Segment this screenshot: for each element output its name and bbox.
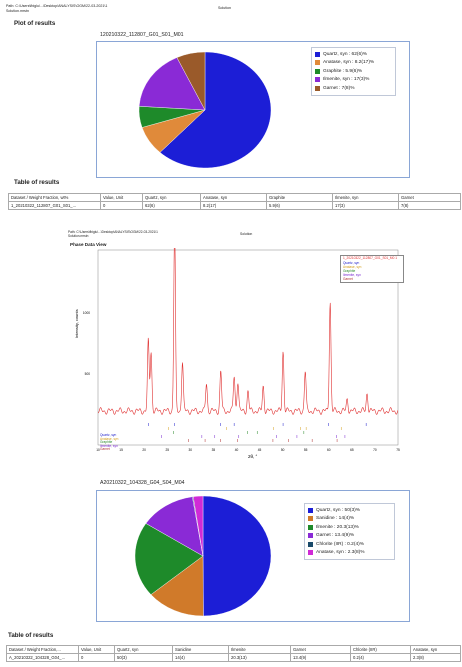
phase-row-label: Ilmenite, syn (100, 443, 118, 448)
section-title-table-2: Table of results (8, 632, 54, 639)
pie-slice (134, 523, 204, 595)
x-tick-label: 75 (396, 448, 400, 452)
phase-row-label: Quartz, syn (100, 433, 117, 437)
table-header-row: Dataset / Weight Fraction, wt% Value, Uni… (8, 193, 461, 202)
x-tick-label: 10 (96, 448, 100, 452)
x-tick-label: 20 (142, 448, 146, 452)
legend-swatch (308, 550, 313, 556)
pie-slice (138, 57, 206, 111)
legend-swatch (308, 507, 313, 513)
xrd-legend-item: Garnet (343, 276, 353, 281)
legend-item: Garnet : 13.4(9)% (308, 532, 394, 541)
legend-item: Ilmenite : 20.3(13)% (308, 523, 394, 532)
table-header-row: Dataset / Weight Fraction,... Value, Unit… (6, 645, 461, 654)
pie-slice (176, 51, 206, 111)
legend-item: Garnet : 7(8)% (315, 84, 395, 93)
legend-item: Ilmenite, syn : 17(3)% (315, 76, 395, 85)
xrd-legend-item: 1_20210322_112807_G01_S01_M0 1 (343, 256, 397, 260)
xrd-legend-item: Anatase, syn (343, 264, 362, 269)
phase-row-label: Graphite (100, 440, 113, 445)
legend-swatch (308, 533, 313, 539)
phase-row-labels: Quartz, syn Anatase, syn Graphite Ilmeni… (100, 433, 119, 452)
x-tick-label: 25 (165, 448, 169, 452)
x-tick-label: 55 (304, 448, 308, 452)
file-name-2: Solution.mrstn (68, 234, 89, 238)
phase-row-label: Anatase, syn (100, 436, 119, 441)
section-title-plot: Plot of results (14, 20, 56, 27)
x-tick-label: 60 (327, 448, 331, 452)
legend-swatch (315, 77, 320, 83)
legend-item: Chlorite (IIR) : 0.2(4)% (308, 540, 394, 549)
header-center-2: Solution (240, 232, 253, 236)
legend-swatch (315, 85, 320, 91)
legend-swatch (308, 516, 313, 522)
pie-chart-2 (134, 495, 272, 617)
legend-item: Graphite : 5.9(6)% (315, 67, 395, 76)
x-tick-label: 65 (350, 448, 354, 452)
xrd-legend: 1_20210322_112807_G01_S01_M0 1 Quartz, s… (340, 255, 404, 283)
pie-slice (159, 51, 272, 169)
x-tick-label: 40 (235, 448, 239, 452)
y-tick-label: 1000 (83, 311, 90, 315)
y-tick-label: 500 (85, 372, 91, 376)
legend-item: Quartz, syn : 50(3)% (308, 506, 394, 515)
x-tick-label: 15 (119, 448, 123, 452)
x-tick-label: 45 (258, 448, 262, 452)
legend-swatch (308, 524, 313, 530)
file-name: Solution.mrstn (6, 9, 29, 13)
x-tick-label: 70 (373, 448, 377, 452)
pie-slice (150, 555, 204, 617)
pie-legend-2: Quartz, syn : 50(3)% Sanidine : 14(4)% I… (304, 503, 395, 560)
phase-data-title: Phase Data View (70, 242, 107, 247)
x-tick-label: 35 (212, 448, 216, 452)
phase-row-label: Garnet (100, 447, 110, 452)
legend-swatch (315, 60, 320, 66)
legend-item: Anatase, syn : 2.3(8)% (308, 549, 394, 558)
pie-slice (192, 495, 204, 557)
header-center: Solution (218, 6, 231, 10)
pie-chart-title-2: A20210322_104328_G04_S04_M04 (100, 480, 185, 486)
legend-item: Quartz, syn : 62(6)% (315, 50, 395, 59)
legend-item: Sanidine : 14(4)% (308, 515, 394, 524)
pie-legend-1: Quartz, syn : 62(6)% Anatase, syn : 8.2(… (311, 47, 396, 96)
file-path: Path: C:\Users\fbiglu\...\Desktop\ANALYS… (6, 4, 108, 8)
xrd-ylabel: Intensity, counts (74, 309, 79, 338)
legend-swatch (315, 51, 320, 57)
results-table-2: Dataset / Weight Fraction,... Value, Unit… (6, 645, 461, 662)
xrd-legend-item: Ilmenite, syn (343, 272, 361, 277)
legend-swatch (308, 541, 313, 547)
xrd-xlabel: 2θ, ° (248, 454, 258, 459)
xrd-legend-item: Quartz, syn (343, 260, 360, 265)
pie-chart-1 (138, 51, 272, 169)
file-path-2: Path: C:\Users\fbiglu\...\Desktop\ANALYS… (68, 230, 158, 234)
pie-chart-title-1: 120210322_112807_G01_S01_M01 (100, 32, 184, 38)
x-tick-label: 50 (281, 448, 285, 452)
xrd-legend-item: Graphite (343, 268, 356, 273)
legend-swatch (315, 68, 320, 74)
legend-item: Anatase, syn : 8.2(17)% (315, 59, 395, 68)
pie-slice (202, 495, 272, 617)
x-tick-label: 30 (189, 448, 193, 452)
xrd-pattern-line (97, 248, 399, 415)
table-row: 1_20210322_112807_G01_S01_... 0 62(6) 8.2(1… (8, 201, 461, 210)
table-row: A_20210322_104328_G04_... 0 50(3) 14(4) 20.3… (6, 653, 461, 662)
pie-slice (145, 496, 204, 557)
section-title-table-1: Table of results (14, 179, 60, 186)
results-table-1: Dataset / Weight Fraction, wt% Value, Uni… (8, 193, 461, 210)
